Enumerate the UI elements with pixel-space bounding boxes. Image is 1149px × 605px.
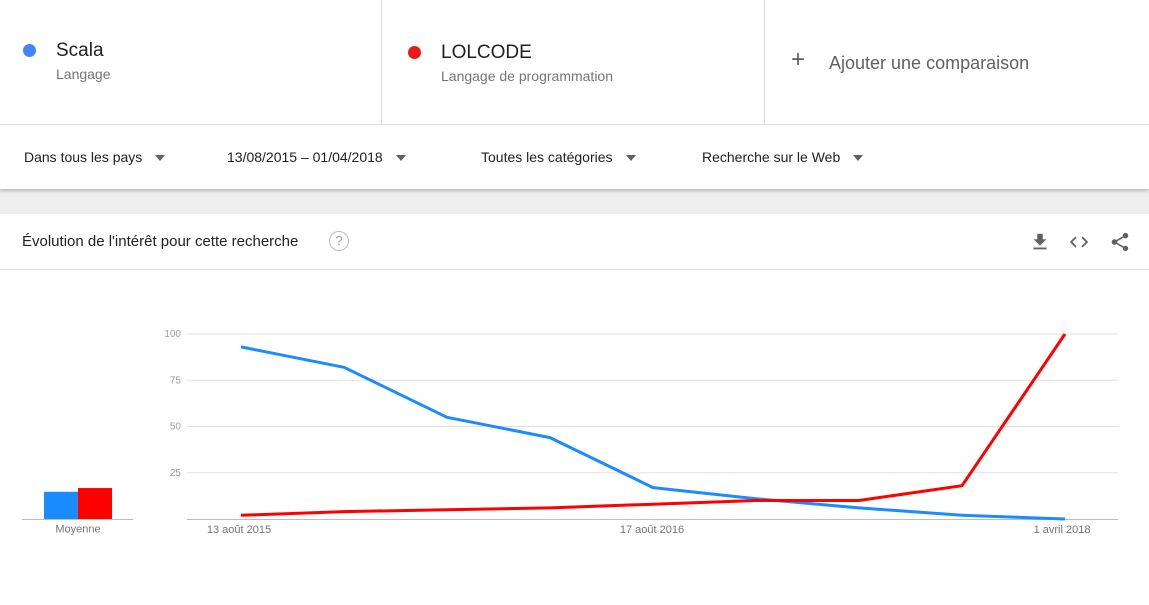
- card-header: Évolution de l'intérêt pour cette recher…: [0, 214, 1149, 270]
- x-tick-label: 17 août 2016: [620, 524, 684, 536]
- add-comparison-button[interactable]: + Ajouter une comparaison: [765, 0, 1149, 125]
- y-axis-ticks: 25 50 75 100: [164, 329, 181, 479]
- term-name: LOLCODE: [441, 42, 532, 63]
- comparison-bar: Scala Langage LOLCODE Langage de program…: [0, 0, 1149, 125]
- term-subtitle: Langage: [56, 66, 111, 82]
- term-subtitle: Langage de programmation: [441, 68, 614, 84]
- x-tick-label: 1 avril 2018: [1034, 524, 1091, 536]
- averages-label: Moyenne: [55, 524, 100, 536]
- average-bar: [44, 491, 78, 520]
- section-divider: [0, 189, 1149, 214]
- card-title: Évolution de l'intérêt pour cette recher…: [22, 233, 299, 250]
- series-color-dot: [23, 44, 36, 57]
- interest-over-time-card: Évolution de l'intérêt pour cette recher…: [0, 214, 1149, 605]
- average-bar: [78, 488, 112, 520]
- x-tick-label: 13 août 2015: [207, 524, 271, 536]
- search-type-dropdown[interactable]: Recherche sur le Web: [702, 149, 864, 165]
- caret-down-icon: [853, 154, 864, 161]
- embed-icon[interactable]: [1068, 231, 1090, 253]
- category-label: Toutes les catégories: [481, 149, 613, 165]
- share-icon[interactable]: [1109, 231, 1131, 253]
- plus-icon: +: [791, 46, 806, 73]
- filter-bar: Dans tous les pays 13/08/2015 – 01/04/20…: [0, 125, 1149, 189]
- y-tick-label: 25: [170, 468, 182, 479]
- x-axis-ticks: 13 août 2015 17 août 2016 1 avril 2018: [207, 524, 1091, 536]
- series-lines: [240, 333, 1067, 521]
- category-dropdown[interactable]: Toutes les catégories: [481, 149, 636, 165]
- caret-down-icon: [155, 154, 166, 161]
- series-line-scala[interactable]: [240, 345, 1066, 521]
- chart-gridlines: [187, 333, 1118, 520]
- date-range-label: 13/08/2015 – 01/04/2018: [227, 149, 383, 165]
- series-color-dot: [408, 46, 421, 59]
- term-card-lolcode[interactable]: LOLCODE Langage de programmation: [382, 0, 765, 125]
- term-name: Scala: [56, 40, 104, 61]
- y-tick-label: 75: [170, 375, 182, 386]
- caret-down-icon: [625, 154, 636, 161]
- y-tick-label: 100: [164, 329, 181, 340]
- caret-down-icon: [395, 154, 406, 161]
- series-line-lolcode[interactable]: [240, 333, 1067, 517]
- search-type-label: Recherche sur le Web: [702, 149, 841, 165]
- averages-bars: Moyenne: [22, 488, 133, 536]
- download-icon[interactable]: [1029, 231, 1051, 253]
- y-tick-label: 50: [170, 422, 182, 433]
- help-icon[interactable]: ?: [329, 231, 349, 251]
- date-range-dropdown[interactable]: 13/08/2015 – 01/04/2018: [227, 149, 406, 165]
- region-label: Dans tous les pays: [24, 149, 143, 165]
- region-dropdown[interactable]: Dans tous les pays: [24, 149, 166, 165]
- term-card-scala[interactable]: Scala Langage: [0, 0, 382, 125]
- add-comparison-label: Ajouter une comparaison: [829, 53, 1030, 73]
- interest-chart: 25 50 75 100 Moyenne 13 août 2015 17 août 20…: [22, 329, 1118, 536]
